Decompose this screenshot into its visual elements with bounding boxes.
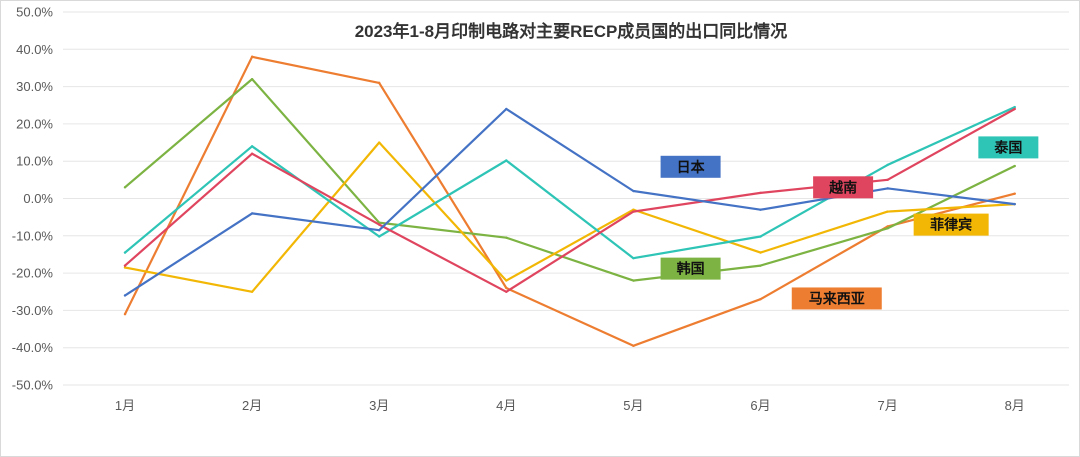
data-point: [123, 312, 127, 316]
data-point: [378, 141, 381, 144]
data-point: [632, 344, 635, 348]
data-point: [759, 298, 762, 301]
y-tick-label: 10.0%: [16, 154, 53, 169]
data-point: [632, 189, 635, 193]
data-point: [759, 208, 762, 211]
series-line-5: [123, 55, 1016, 347]
data-point: [1013, 105, 1016, 109]
x-tick-label: 2月: [242, 398, 262, 413]
data-point: [123, 186, 127, 189]
data-point: [123, 251, 127, 254]
series-label-text: 菲律宾: [930, 217, 972, 233]
data-point: [1013, 192, 1016, 195]
series-label-text: 越南: [828, 179, 857, 195]
y-tick-label: -40.0%: [12, 340, 54, 355]
x-tick-label: 1月: [115, 398, 135, 413]
data-point: [250, 290, 254, 293]
data-point: [632, 279, 635, 282]
x-tick-label: 6月: [750, 398, 770, 413]
series-line-3: [123, 141, 1016, 293]
data-point: [505, 236, 508, 239]
series-label-4: 韩国: [660, 257, 721, 280]
data-point: [886, 187, 889, 190]
series-line-0: [123, 107, 1016, 297]
data-point: [1013, 164, 1016, 168]
data-point: [123, 294, 127, 297]
x-tick-label: 3月: [369, 398, 389, 413]
data-point: [632, 208, 635, 211]
series-label-text: 马来西亚: [809, 290, 865, 306]
y-tick-label: -10.0%: [12, 228, 54, 243]
chart-title: 2023年1-8月印制电路对主要RECP成员国的出口同比情况: [355, 21, 788, 41]
data-point: [1013, 107, 1016, 111]
data-point: [886, 163, 889, 167]
series-label-box: [813, 176, 874, 199]
data-point: [505, 286, 508, 290]
x-tick-label: 7月: [877, 398, 897, 413]
series-label-box: [660, 155, 721, 178]
y-tick-label: 40.0%: [16, 42, 53, 57]
series-label-text: 泰国: [993, 139, 1022, 155]
series-lines: [123, 55, 1016, 348]
data-point: [250, 152, 254, 155]
data-point: [759, 235, 762, 238]
series-label-1: 越南: [813, 176, 874, 199]
data-point: [1013, 202, 1016, 206]
data-point: [378, 235, 381, 238]
y-tick-label: -20.0%: [12, 266, 54, 281]
series-label-box: [978, 136, 1039, 159]
y-axis-ticks: 50.0% 40.0% 30.0% 20.0% 10.0% 0.0% -10.0% -20.0…: [12, 5, 54, 393]
data-point: [632, 256, 635, 260]
y-tick-label: 50.0%: [16, 5, 53, 20]
series-label-box: [791, 287, 882, 310]
data-point: [250, 212, 254, 215]
data-point: [759, 264, 762, 267]
data-point: [886, 178, 889, 182]
data-point: [250, 55, 254, 58]
data-point: [250, 145, 254, 148]
x-tick-label: 4月: [496, 398, 516, 413]
data-point: [123, 266, 127, 269]
series-label-2: 泰国: [978, 136, 1039, 159]
series-label-text: 韩国: [677, 261, 705, 277]
series-label-0: 日本: [660, 155, 721, 178]
data-point: [505, 159, 508, 162]
data-point: [886, 210, 889, 213]
y-tick-label: 30.0%: [16, 79, 53, 94]
y-tick-label: 0.0%: [23, 191, 53, 206]
data-point: [886, 227, 889, 230]
data-point: [378, 223, 381, 226]
series-label-5: 马来西亚: [791, 287, 882, 310]
series-label-box: [913, 213, 989, 236]
series-label-box: [660, 257, 721, 280]
y-tick-label: 20.0%: [16, 116, 53, 131]
series-line-4: [123, 77, 1016, 282]
y-tick-label: -30.0%: [12, 303, 54, 318]
series-line-1: [123, 107, 1016, 293]
x-axis-ticks: 1月 2月 3月 4月 5月 6月 7月 8月: [115, 398, 1025, 413]
series-label-text: 日本: [677, 159, 706, 175]
data-point: [505, 279, 508, 282]
data-point: [759, 251, 762, 254]
data-point: [250, 77, 254, 81]
x-tick-label: 5月: [623, 398, 643, 413]
x-tick-label: 8月: [1005, 398, 1025, 413]
data-point: [632, 210, 635, 213]
grid-lines: [63, 11, 1069, 386]
y-tick-label: -50.0%: [12, 378, 54, 393]
data-point: [123, 264, 127, 267]
data-point: [505, 107, 508, 111]
data-point: [378, 81, 381, 85]
data-point: [759, 191, 762, 195]
data-point: [505, 290, 508, 293]
series-label-3: 菲律宾: [913, 213, 989, 236]
data-point: [378, 229, 381, 232]
